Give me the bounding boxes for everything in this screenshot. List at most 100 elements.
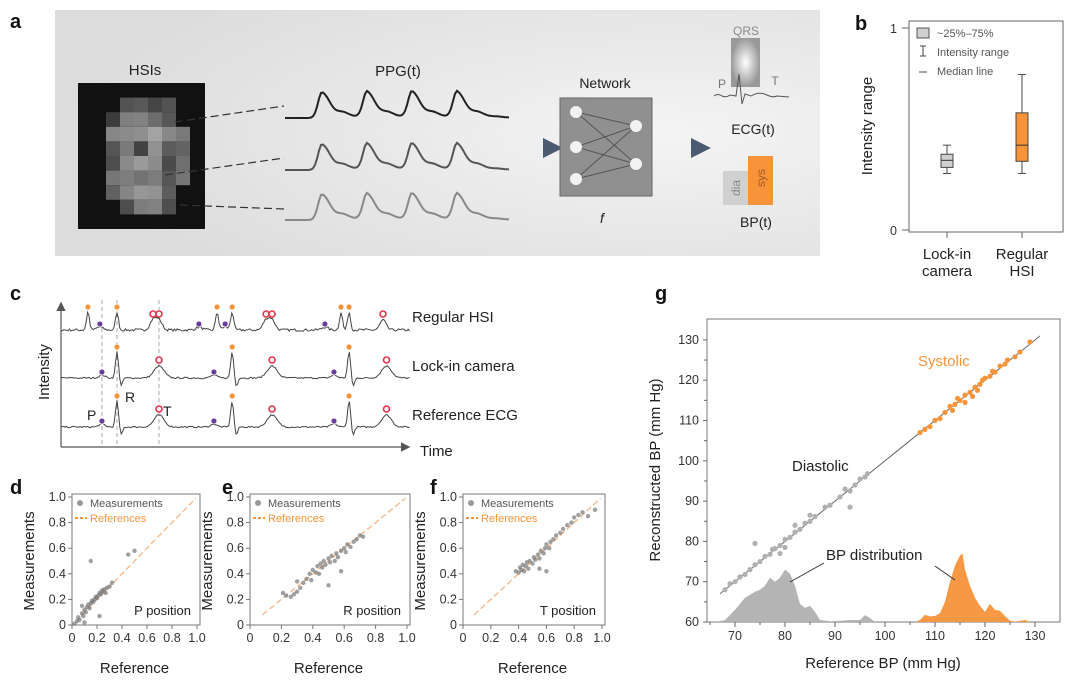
network-node (630, 120, 642, 132)
legend-box-swatch (916, 27, 930, 39)
systolic-point (1017, 349, 1023, 355)
y-tick-label: 0 (450, 618, 457, 632)
x-tick-label: 0 (69, 631, 76, 645)
p-peak-marker (330, 368, 338, 376)
x-tick-label: 0.8 (367, 631, 384, 645)
network-edge (575, 125, 637, 180)
r-peak-marker (213, 303, 221, 311)
series-label: Lock-in camera (412, 358, 515, 375)
diastolic-point (864, 471, 871, 477)
t-peak-marker (268, 405, 276, 413)
plot-frame (71, 493, 201, 626)
x-tick-label: 0.6 (538, 631, 555, 645)
network-label: Network (579, 75, 631, 91)
face-pixel (148, 156, 162, 171)
x-axis-label: Reference (294, 660, 363, 677)
data-point (321, 558, 326, 564)
diastolic-point (752, 540, 758, 547)
ppg-wave (285, 191, 510, 221)
network-node (630, 158, 642, 170)
data-point (560, 526, 566, 532)
x-tick-label: 70 (728, 629, 742, 643)
r-peak-marker (345, 392, 353, 400)
r-peak-marker (113, 392, 121, 400)
x-tick-label: 130 (1025, 629, 1046, 643)
y-tick-label: 0.6 (49, 541, 66, 555)
data-point (351, 539, 356, 544)
face-pixel (134, 170, 148, 186)
systolic-point (952, 401, 958, 407)
systolic-point (917, 429, 923, 436)
diastolic-point (792, 522, 798, 528)
diastolic-point (842, 486, 848, 492)
panel-label-e: e (222, 477, 233, 499)
diastolic-point (822, 504, 828, 510)
category-label: camera (922, 263, 973, 280)
systolic-label: Systolic (918, 353, 970, 370)
diastolic-point (807, 518, 813, 524)
systolic-point (922, 426, 928, 432)
y-tick-label: 0.8 (49, 516, 66, 530)
panel-label-g: g (655, 283, 667, 305)
r-peak-marker (228, 392, 236, 400)
x-tick-label: 0.4 (304, 631, 321, 645)
annotation-p: P (87, 407, 96, 423)
diastolic-point (732, 579, 738, 585)
data-point (551, 537, 556, 542)
y-axis-label: Measurements (21, 511, 38, 610)
data-point (294, 589, 300, 594)
face-pixel (162, 170, 176, 186)
connector-line (164, 157, 285, 176)
series-label: Regular HSI (412, 309, 494, 326)
r-peak-marker (228, 343, 236, 351)
x-tick-label: 0.6 (336, 631, 353, 645)
t-peak-marker (268, 356, 276, 364)
panel-g-bp-scatter: g 60 70 80 90 100 110 120 130 70 80 90 100 110 120 130 R… (647, 283, 1061, 672)
data-point (565, 522, 570, 528)
diastolic-point (777, 542, 783, 549)
category-label: Regular (996, 246, 1049, 263)
diastolic-point (837, 494, 843, 500)
data-point (310, 567, 315, 573)
p-peak-marker (96, 320, 104, 328)
y-axis-label: Measurements (412, 511, 429, 610)
diastolic-point (722, 587, 728, 593)
panel-a: a HSIs PPG(t) Network f QRS P T ECG(t) d… (10, 10, 820, 256)
diastolic-point (787, 534, 793, 540)
hsis-label: HSIs (129, 62, 162, 79)
face-pixel (148, 141, 162, 156)
systolic-point (932, 417, 938, 424)
panel-e-scatter: e 0 0.2 0.4 0.6 0.8 1.0 0 0.2 0.4 0.6 0.8 1.0 Referen… (199, 477, 416, 677)
iqr-box (1015, 112, 1029, 162)
ecg-t-label: T (771, 74, 779, 88)
diastolic-point (792, 529, 798, 535)
diastolic-point (727, 581, 733, 587)
data-point (553, 533, 559, 538)
systolic-point (987, 373, 993, 379)
trace-0 (60, 310, 410, 333)
data-point (538, 548, 544, 553)
panel-b-boxplot: b Intensity range 1 0 ~25%–75% Intensity… (855, 13, 1064, 280)
systolic-point (962, 399, 968, 405)
p-peak-marker (98, 417, 106, 425)
y-tick-label: 120 (678, 373, 699, 387)
y-axis-label: Reconstructed BP (mm Hg) (647, 378, 664, 561)
diastolic-point (857, 476, 863, 482)
systolic-point (957, 397, 963, 403)
systolic-point (937, 415, 943, 422)
y-tick-label: 100 (678, 454, 699, 468)
position-annotation: P position (134, 603, 191, 618)
data-point (360, 534, 366, 539)
data-point (542, 546, 548, 551)
sys-bar (748, 156, 773, 205)
x-tick-label: 0.2 (88, 631, 105, 645)
legend-measurements: Measurements (90, 498, 163, 510)
p-peak-marker (98, 368, 106, 376)
face-pixel (120, 199, 134, 215)
data-point (345, 542, 350, 547)
connector-lines (164, 105, 285, 210)
diastolic-point (772, 546, 778, 552)
data-point (304, 576, 309, 582)
ppg-label: PPG(t) (375, 63, 421, 80)
